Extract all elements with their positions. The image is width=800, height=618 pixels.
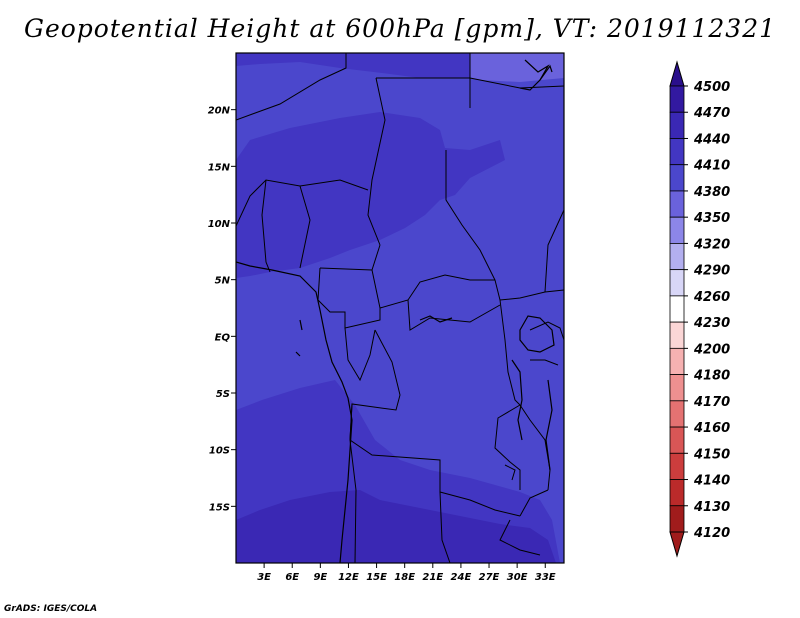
colorbar-max-arrow [669, 60, 685, 87]
colorbar-label: 4170 [693, 395, 730, 410]
height-field [236, 53, 564, 563]
y-tick-label: 15N [208, 162, 231, 173]
colorbar-swatch [669, 138, 685, 166]
colorbar-swatch [669, 479, 685, 507]
colorbar-label: 4410 [693, 159, 730, 174]
colorbar-swatch [669, 243, 685, 271]
colorbar-label: 4160 [693, 421, 730, 436]
colorbar-swatch [669, 164, 685, 192]
colorbar-label: 4140 [693, 474, 730, 489]
colorbar-label: 4130 [693, 500, 730, 515]
colorbar: 4500 4470 4440 4410 4380 4350 4320 4290 4260 4230… [669, 60, 730, 558]
longitude-axis: 3E 6E 9E 12E 15E 18E 21E 24E 27E 30E 33E [257, 563, 556, 583]
y-tick-label: EQ [215, 332, 231, 343]
colorbar-swatch [669, 400, 685, 428]
x-tick-label: 12E [338, 572, 359, 583]
y-tick-label: 10N [208, 219, 231, 230]
x-tick-label: 9E [313, 572, 327, 583]
y-tick-label: 20N [208, 106, 231, 117]
country-borders [236, 53, 564, 563]
x-tick-label: 21E [422, 572, 443, 583]
colorbar-swatch [669, 269, 685, 297]
colorbar-swatch [669, 295, 685, 323]
colorbar-swatch [669, 321, 685, 349]
colorbar-swatch [669, 374, 685, 402]
colorbar-label: 4290 [693, 264, 730, 279]
y-tick-label: 5N [215, 276, 231, 287]
colorbar-label: 4180 [693, 369, 730, 384]
x-tick-label: 30E [507, 572, 528, 583]
colorbar-label: 4470 [693, 106, 730, 121]
y-tick-label: 10S [209, 446, 230, 457]
x-tick-label: 24E [451, 572, 472, 583]
field-4410-north [236, 53, 470, 78]
coastlines [236, 59, 555, 563]
x-tick-label: 15E [366, 572, 387, 583]
colorbar-swatch [669, 452, 685, 480]
chart-title: Geopotential Height at 600hPa [gpm], VT:… [23, 14, 777, 43]
latitude-axis: 20N 15N 10N 5N EQ 5S 10S 15S [208, 106, 236, 513]
colorbar-min-arrow [669, 531, 685, 558]
colorbar-swatch [669, 85, 685, 113]
colorbar-label: 4230 [693, 316, 730, 331]
colorbar-label: 4150 [693, 447, 730, 462]
colorbar-label: 4320 [693, 237, 730, 252]
field-4350-northeast [470, 53, 564, 82]
colorbar-label: 4200 [693, 342, 730, 357]
y-tick-label: 15S [209, 502, 230, 513]
colorbar-swatch [669, 111, 685, 139]
x-tick-label: 33E [535, 572, 556, 583]
x-tick-label: 6E [285, 572, 299, 583]
y-tick-label: 5S [216, 389, 230, 400]
x-tick-label: 3E [257, 572, 271, 583]
colorbar-label: 4500 [693, 80, 730, 95]
colorbar-label: 4440 [693, 132, 730, 147]
colorbar-label: 4260 [693, 290, 730, 305]
x-tick-label: 18E [394, 572, 415, 583]
colorbar-swatch [669, 426, 685, 454]
colorbar-swatch [669, 190, 685, 218]
colorbar-swatch [669, 505, 685, 533]
grads-credit: GrADS: IGES/COLA [4, 604, 98, 614]
field-4440-south [236, 490, 556, 563]
x-tick-label: 27E [479, 572, 500, 583]
colorbar-label: 4380 [693, 185, 730, 200]
colorbar-label: 4120 [693, 526, 730, 541]
map-frame [235, 52, 565, 564]
colorbar-swatch [669, 216, 685, 244]
colorbar-swatch [669, 347, 685, 375]
colorbar-label: 4350 [693, 211, 730, 226]
